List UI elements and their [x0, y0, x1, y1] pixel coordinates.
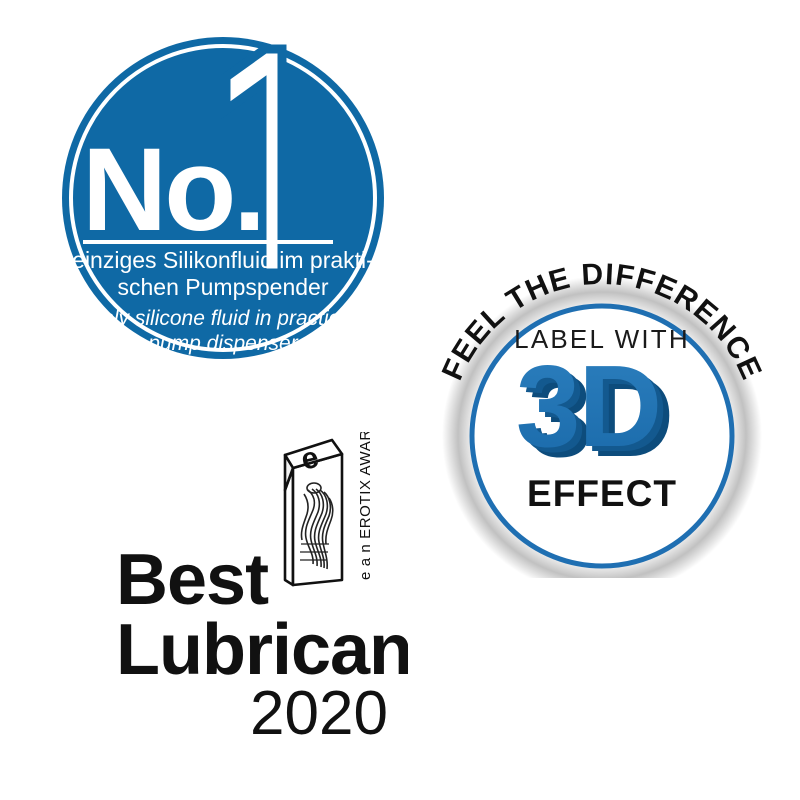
award-graphic: e e a n EROTIX AWARD Best Lubricant 202: [116, 432, 408, 748]
three-d-wordmark-mid: 3D: [522, 346, 666, 476]
no-1-english-line-1: only silicone fluid in practical: [91, 307, 357, 330]
erotix-award-block: e e a n EROTIX AWARD Best Lubricant 202: [108, 432, 408, 752]
no-1-badge: No. einziges Silikonfluid im prakti- sch…: [50, 30, 400, 370]
three-d-badge-graphic: FEEL THE DIFFERENCE LABEL WITH 3D 3D 3D …: [436, 258, 767, 578]
three-d-wordmark-face: 3D: [516, 341, 660, 471]
no-1-inner-ring: [69, 44, 377, 352]
no-1-german-line-1: einziges Silikonfluid im prakti-: [72, 247, 374, 273]
no-1-headline: No.: [82, 124, 263, 256]
three-d-wordmark-extrusion: 3D: [528, 351, 672, 481]
three-d-badge-ring: [469, 303, 735, 569]
no-1-badge-graphic: No. einziges Silikonfluid im prakti- sch…: [62, 37, 384, 359]
no-1-english-line-2: pump dispenser: [147, 332, 298, 355]
award-year: 2020: [250, 679, 388, 748]
three-d-wordmark: 3D 3D 3D: [516, 341, 674, 481]
award-title-line-1: Best: [116, 540, 269, 620]
trophy-figure-motif: [300, 482, 334, 570]
trophy-e-glyph: e: [298, 441, 322, 477]
label-with-3d-effect-badge: FEEL THE DIFFERENCE LABEL WITH 3D 3D 3D …: [408, 238, 788, 578]
three-d-label-with: LABEL WITH: [514, 324, 690, 354]
no-1-disc: [62, 37, 384, 359]
award-title-line-2: Lubricant: [116, 610, 408, 690]
three-d-effect-text: EFFECT: [527, 473, 677, 514]
no-1-divider: [83, 240, 333, 244]
no-1-german-line-2: schen Pumpspender: [118, 274, 329, 300]
trophy-vertical-text: e a n EROTIX AWARD: [357, 432, 374, 580]
